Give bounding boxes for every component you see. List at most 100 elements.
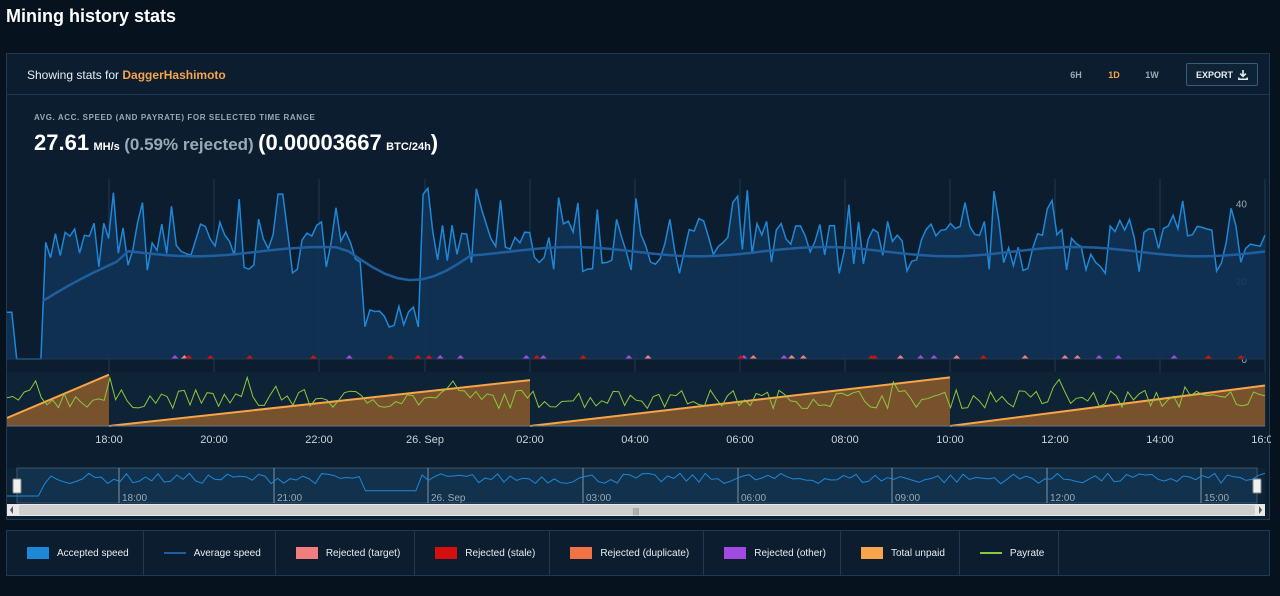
legend-item-total-unpaid[interactable]: Total unpaid [841, 531, 960, 575]
legend-swatch [163, 552, 186, 554]
tab-1d[interactable]: 1D [1108, 70, 1120, 80]
y-tick-label: 40 [1236, 199, 1248, 210]
navigator-line [7, 472, 1266, 497]
navigator-tick-label: 18:00 [122, 493, 147, 504]
speed-unit: MH/s [93, 141, 120, 153]
payrate-unit: BTC/24h [386, 141, 431, 153]
rejected-marker [1060, 355, 1069, 359]
average-speed-line [42, 245, 1266, 302]
export-button[interactable]: EXPORT [1186, 63, 1258, 86]
showing-stats-label: Showing stats for DaggerHashimoto [27, 68, 226, 82]
rejected-marker [1095, 355, 1103, 359]
rejected-marker [979, 355, 988, 359]
legend-item-payrate[interactable]: Payrate [960, 531, 1060, 575]
legend-label: Rejected (stale) [465, 547, 536, 559]
rejected-marker [916, 355, 925, 359]
rejected-marker [867, 355, 876, 359]
rejected-marker [539, 355, 548, 359]
x-tick-label: 22:00 [305, 434, 333, 446]
range-tabs: 6H 1D 1W [1057, 70, 1171, 80]
rejected-marker [309, 355, 318, 359]
legend-label: Average speed [193, 547, 261, 559]
rejected-marker [1236, 355, 1245, 359]
legend-label: Payrate [1009, 547, 1045, 559]
total-unpaid-area [7, 374, 109, 426]
legend-swatch [27, 547, 49, 559]
x-tick-label: 26. Sep [406, 434, 444, 446]
x-tick-label: 16:00 [1251, 434, 1271, 446]
speed-value: 27.61 [34, 130, 90, 155]
rejected-marker [1021, 355, 1029, 359]
chart-legend: Accepted speed Average speed Rejected (tar… [6, 530, 1270, 576]
legend-item-rejected-stale[interactable]: Rejected (stale) [415, 531, 551, 575]
scrollbar-grip-icon: ||| [633, 507, 639, 516]
tab-6h[interactable]: 6H [1070, 70, 1082, 80]
scrollbar-thumb [19, 505, 1255, 515]
rejected-marker [456, 355, 465, 359]
legend-label: Accepted speed [57, 547, 129, 559]
navigator-tick-label: 09:00 [895, 493, 920, 504]
legend-label: Total unpaid [890, 547, 945, 559]
tab-1w[interactable]: 1W [1145, 70, 1159, 80]
payrate-line [7, 375, 1266, 410]
export-label: EXPORT [1195, 69, 1233, 80]
rejected-marker [386, 355, 395, 359]
navigator-tick-label: 26. Sep [431, 493, 466, 504]
legend-item-rejected-other[interactable]: Rejected (other) [704, 531, 841, 575]
accepted-speed-area [7, 188, 1265, 359]
rejected-marker [787, 355, 796, 359]
rejected-marker [579, 355, 588, 359]
scroll-left-icon [10, 506, 13, 514]
rejected-marker [952, 355, 961, 359]
legend-label: Rejected (other) [754, 547, 826, 559]
x-tick-label: 12:00 [1041, 434, 1069, 446]
legend-item-rejected-duplicate[interactable]: Rejected (duplicate) [550, 531, 705, 575]
rejected-marker [532, 355, 541, 359]
legend-item-accepted-speed[interactable]: Accepted speed [7, 531, 144, 575]
rejected-marker [436, 355, 445, 359]
rejected-marker [1073, 355, 1082, 359]
total-unpaid-line [7, 373, 110, 419]
rejected-marker [780, 355, 788, 359]
rejected-marker [1204, 355, 1213, 359]
rejected-marker [245, 355, 254, 359]
rejected-marker [930, 355, 938, 359]
legend-swatch [979, 552, 1002, 554]
navigator-tick-label: 12:00 [1050, 493, 1075, 504]
showing-prefix: Showing stats for [27, 68, 120, 82]
x-tick-label: 08:00 [831, 434, 859, 446]
x-tick-label: 20:00 [200, 434, 228, 446]
rejected-marker [413, 355, 422, 359]
rejected-marker [644, 355, 652, 359]
rejected-marker [424, 355, 433, 359]
total-unpaid-line [108, 379, 531, 427]
rejected-marker [522, 355, 531, 359]
payrate-open-paren: ( [258, 130, 266, 155]
stats-summary: 27.61 MH/s (0.59% rejected) (0.00003667 … [34, 130, 438, 156]
x-tick-label: 06:00 [726, 434, 754, 446]
download-icon [1238, 69, 1248, 80]
navigator-tick-label: 03:00 [586, 493, 611, 504]
total-unpaid-line [529, 376, 951, 427]
rejected-marker [1170, 355, 1179, 359]
legend-swatch [435, 547, 458, 559]
rejected-marker [799, 355, 808, 359]
page-title: Mining history stats [6, 6, 177, 26]
legend-label: Rejected (duplicate) [600, 547, 690, 559]
legend-item-average-speed[interactable]: Average speed [144, 531, 276, 575]
legend-swatch [295, 547, 318, 559]
navigator-handle [1252, 478, 1262, 494]
legend-swatch [860, 547, 883, 559]
rejected-marker [345, 355, 354, 359]
x-tick-label: 14:00 [1146, 434, 1174, 446]
legend-item-rejected-target[interactable]: Rejected (target) [276, 531, 416, 575]
x-tick-label: 10:00 [936, 434, 964, 446]
stats-card: Showing stats for DaggerHashimoto 6H 1D … [6, 53, 1271, 521]
y-tick-label: 0 [1241, 355, 1247, 366]
payrate-close-paren: ) [430, 130, 439, 155]
navigator-tick-label: 06:00 [741, 493, 766, 504]
algorithm-name[interactable]: DaggerHashimoto [122, 68, 226, 82]
total-unpaid-line [949, 384, 1266, 427]
rejected-percent: (0.59% rejected) [124, 135, 254, 154]
